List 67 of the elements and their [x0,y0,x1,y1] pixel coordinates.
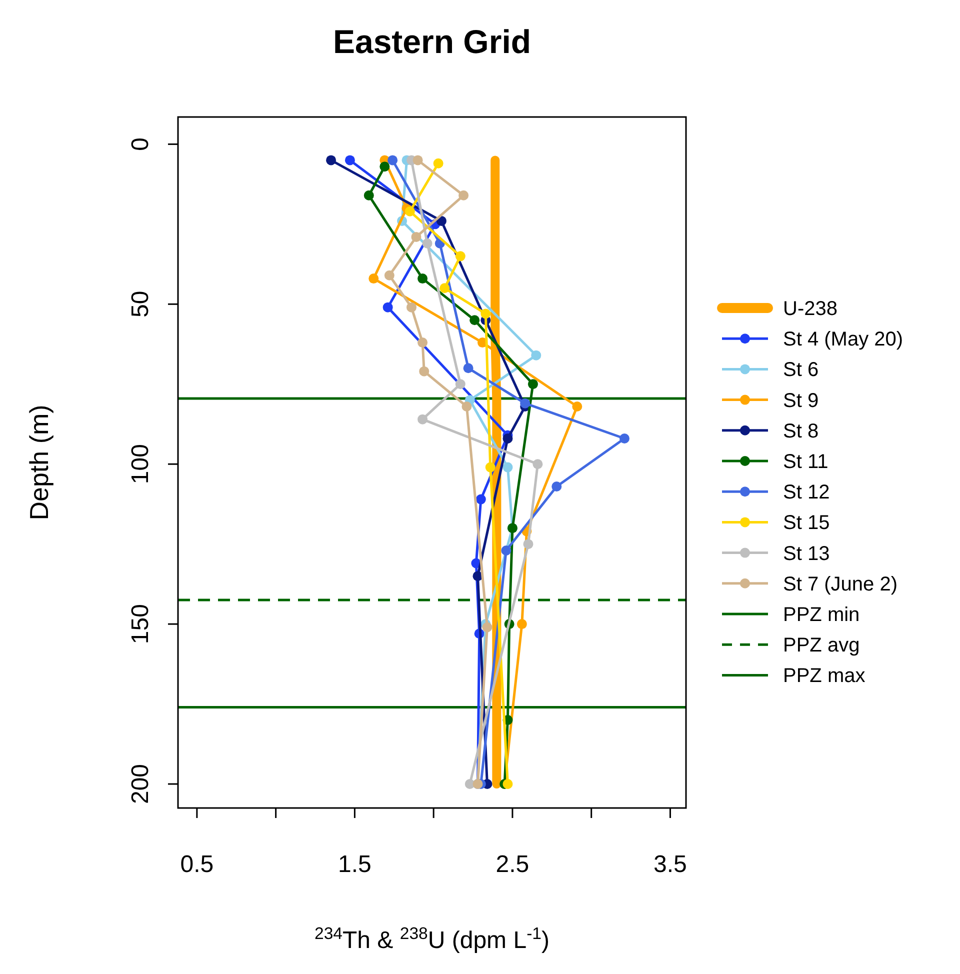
point [502,462,513,472]
point [523,539,534,550]
legend-label: St 9 [783,390,819,412]
legend-label: St 15 [783,512,830,534]
legend-label: St 4 (May 20) [783,328,904,351]
point [520,398,530,408]
x-tick-label: 0.5 [180,851,214,878]
point [463,363,474,374]
point [418,414,428,424]
legend-label: PPZ avg [783,634,860,657]
point [482,622,492,632]
y-tick-label: 150 [127,604,154,644]
point [388,155,398,166]
point [502,779,513,790]
point [404,206,415,216]
point [326,155,336,166]
point [380,162,390,172]
point [528,379,538,390]
point [480,308,491,319]
point [485,462,496,472]
point [418,274,428,284]
x-tick-label: 1.5 [338,851,372,878]
y-axis-title: Depth (m) [24,404,54,520]
legend-label: PPZ max [783,665,866,688]
legend-label: PPZ min [783,604,860,626]
y-tick-label: 50 [127,290,154,318]
point [552,481,562,492]
point [440,283,450,294]
point [364,190,374,200]
point [422,238,432,248]
y-tick-label: 0 [127,138,154,151]
point [619,434,630,444]
point [476,494,486,504]
legend-label: U-238 [783,298,838,320]
point [455,251,466,262]
point [419,366,430,376]
point [418,338,428,348]
x-axis-title: $^{234}$Th & $^{238}$U (dpm L$^{-1}$) [314,924,550,954]
y-tick-label: 100 [127,444,154,484]
legend-label: St 7 (June 2) [783,573,898,596]
point [344,155,355,166]
point [458,190,469,200]
point [516,619,527,630]
legend-label: St 6 [783,359,819,382]
point [502,434,513,444]
point [455,379,466,390]
point [501,545,512,556]
point [406,302,416,312]
point [382,302,393,312]
point [462,402,472,412]
point [411,232,422,242]
x-tick-label: 3.5 [654,851,687,878]
legend-label: St 8 [783,420,819,442]
point [532,459,543,470]
x-tick-label: 2.5 [496,851,530,878]
y-tick-label: 200 [127,764,154,804]
point [368,274,379,284]
legend-label: St 13 [783,542,830,565]
point [433,158,444,168]
chart-title: Eastern Grid [332,23,532,60]
point [531,350,542,360]
legend-label: St 12 [783,482,830,504]
point [412,155,423,166]
point [470,315,480,326]
point [384,270,394,280]
point [572,402,582,412]
legend-label: St 11 [783,451,828,473]
